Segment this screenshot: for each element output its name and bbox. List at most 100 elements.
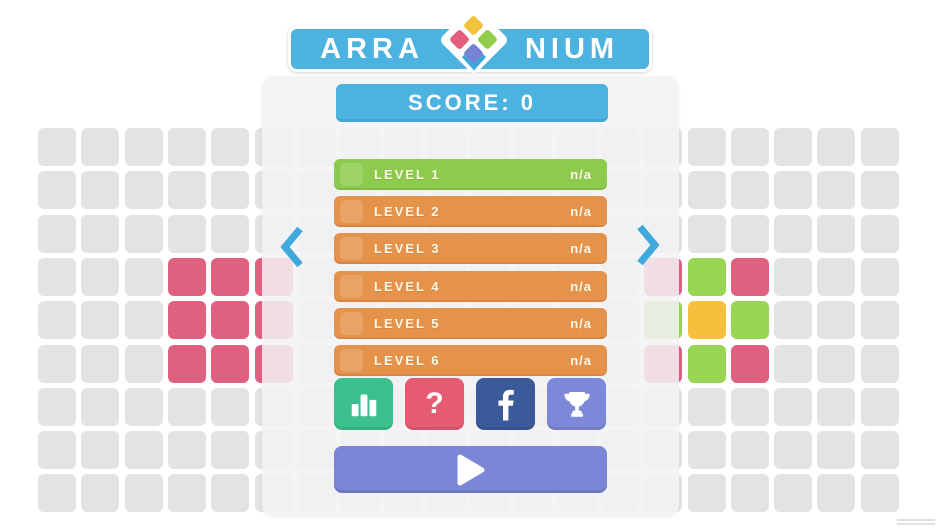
- board-cell: [817, 344, 856, 383]
- level-row-5[interactable]: LEVEL 5 n/a: [334, 308, 607, 339]
- board-cell: [774, 128, 813, 166]
- board-cell: [167, 128, 206, 166]
- board-cell: [124, 257, 163, 296]
- board-cell: [730, 214, 769, 253]
- board-cell: [687, 344, 726, 383]
- help-button[interactable]: ?: [405, 378, 464, 430]
- board-cell: [774, 474, 813, 513]
- board-cell: [687, 387, 726, 426]
- level-row-2[interactable]: LEVEL 2 n/a: [334, 196, 607, 227]
- board-cell: [687, 171, 726, 210]
- board-cell: [124, 301, 163, 340]
- board-cell: [167, 344, 206, 383]
- trophy-icon: [563, 391, 590, 417]
- facebook-button[interactable]: [476, 378, 535, 430]
- board-cell: [860, 301, 899, 340]
- board-cell: [38, 214, 76, 253]
- board-cell: [730, 171, 769, 210]
- board-cell: [124, 214, 163, 253]
- board-cell: [774, 431, 813, 470]
- board-cell: [860, 257, 899, 296]
- board-cell: [38, 344, 76, 383]
- board-cell: [817, 301, 856, 340]
- board-cell: [860, 128, 899, 166]
- level-status: n/a: [570, 316, 592, 331]
- board-cell: [167, 214, 206, 253]
- board-cell: [687, 128, 726, 166]
- level-row-3[interactable]: LEVEL 3 n/a: [334, 233, 607, 264]
- board-cell: [211, 128, 250, 166]
- board-cell: [860, 431, 899, 470]
- board-cell: [817, 474, 856, 513]
- board-cell: [81, 474, 120, 513]
- facebook-icon: [498, 389, 514, 421]
- play-button[interactable]: [334, 446, 607, 493]
- level-status: n/a: [570, 167, 592, 182]
- board-cell: [38, 387, 76, 426]
- board-cell: [817, 431, 856, 470]
- board-cell: [81, 344, 120, 383]
- board-cell: [817, 214, 856, 253]
- level-row-6[interactable]: LEVEL 6 n/a: [334, 345, 607, 376]
- board-cell: [860, 387, 899, 426]
- board-cell: [124, 387, 163, 426]
- board-cell: [81, 214, 120, 253]
- board-cell: [774, 344, 813, 383]
- board-cell: [167, 431, 206, 470]
- level-slot-icon: [340, 163, 363, 186]
- board-cell: [124, 344, 163, 383]
- board-cell: [167, 301, 206, 340]
- board-cell: [211, 301, 250, 340]
- board-cell: [124, 431, 163, 470]
- level-label: LEVEL 6: [374, 353, 441, 368]
- level-label: LEVEL 2: [374, 204, 441, 219]
- score-banner: SCORE: 0: [336, 84, 608, 122]
- board-cell: [687, 257, 726, 296]
- board-cell: [687, 474, 726, 513]
- board-cell: [81, 171, 120, 210]
- board-cell: [817, 257, 856, 296]
- board-cell: [211, 344, 250, 383]
- chevron-left-icon[interactable]: [280, 225, 304, 269]
- level-label: LEVEL 1: [374, 167, 441, 182]
- chevron-right-icon[interactable]: [636, 223, 660, 267]
- level-slot-icon: [340, 237, 363, 260]
- board-cell: [774, 171, 813, 210]
- level-slot-icon: [340, 275, 363, 298]
- level-status: n/a: [570, 241, 592, 256]
- board-cell: [774, 257, 813, 296]
- stats-button[interactable]: [334, 378, 393, 430]
- board-cell: [687, 214, 726, 253]
- level-status: n/a: [570, 353, 592, 368]
- board-cell: [38, 474, 76, 513]
- board-cell: [38, 431, 76, 470]
- level-row-4[interactable]: LEVEL 4 n/a: [334, 271, 607, 302]
- board-cell: [81, 387, 120, 426]
- board-cell: [730, 257, 769, 296]
- play-icon: [457, 454, 484, 485]
- watermark: [897, 519, 935, 525]
- board-cell: [774, 387, 813, 426]
- board-cell: [81, 301, 120, 340]
- board-cell: [860, 474, 899, 513]
- level-slot-icon: [340, 312, 363, 335]
- level-status: n/a: [570, 279, 592, 294]
- level-label: LEVEL 4: [374, 279, 441, 294]
- board-cell: [687, 301, 726, 340]
- board-cell: [817, 128, 856, 166]
- trophy-button[interactable]: [547, 378, 606, 430]
- board-cell: [730, 431, 769, 470]
- bar-chart-icon: [351, 394, 376, 417]
- board-cell: [860, 171, 899, 210]
- level-row-1[interactable]: LEVEL 1 n/a: [334, 159, 607, 190]
- question-mark-icon: ?: [425, 387, 444, 420]
- board-cell: [860, 214, 899, 253]
- board-cell: [730, 301, 769, 340]
- board-cell: [38, 301, 76, 340]
- board-cell: [730, 128, 769, 166]
- level-status: n/a: [570, 204, 592, 219]
- board-cell: [730, 344, 769, 383]
- board-cell: [38, 171, 76, 210]
- board-cell: [124, 171, 163, 210]
